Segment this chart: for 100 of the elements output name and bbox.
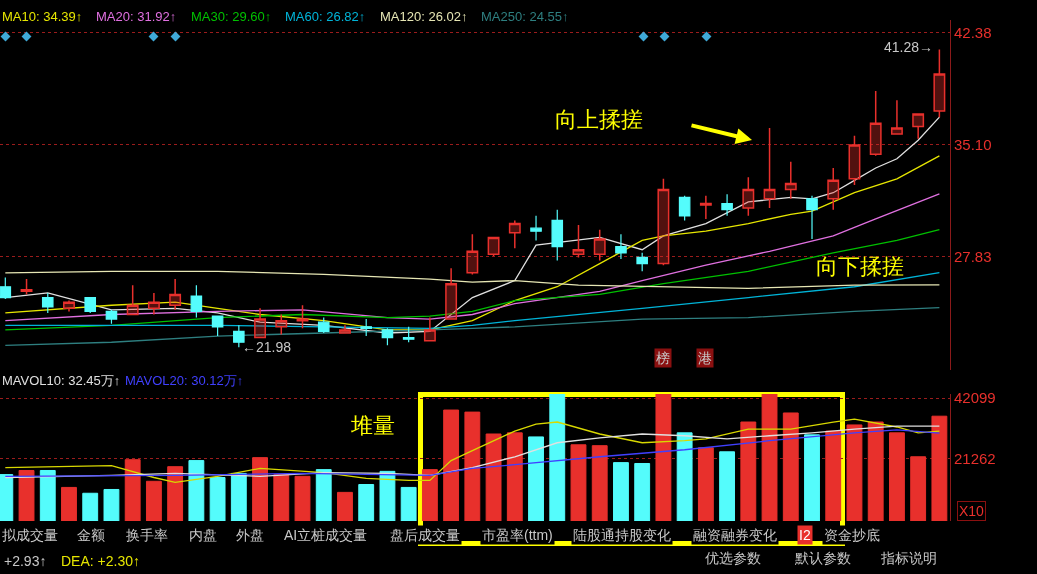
bar — [252, 457, 268, 521]
bar — [931, 415, 948, 521]
candlestick — [636, 252, 648, 272]
text: 内盘 — [189, 527, 217, 543]
candlestick — [423, 316, 436, 342]
bar — [188, 460, 205, 521]
text: 换手率 — [126, 527, 168, 543]
bar — [400, 486, 417, 521]
y-tick-label: 21262 — [954, 450, 996, 468]
candlestick — [233, 324, 245, 348]
text: MAVOL20: 30.12万↑ — [125, 373, 244, 388]
bar — [230, 472, 247, 521]
text: 金额 — [77, 527, 105, 543]
candlestick — [126, 284, 139, 316]
annotation: 港 — [698, 350, 712, 366]
bar — [167, 466, 184, 521]
candlestick — [466, 233, 479, 276]
y-tick-label: 35.10 — [954, 136, 992, 154]
text: 融资融券变化 — [693, 527, 777, 543]
bar — [825, 430, 842, 521]
text: MA250: 24.55↑ — [481, 9, 569, 24]
text: MA120: 26.02↑ — [380, 9, 468, 24]
bar — [61, 486, 77, 521]
annotation: 堆量 — [350, 413, 395, 438]
bar — [528, 436, 544, 521]
candlestick — [615, 233, 627, 260]
candlestick — [784, 161, 797, 200]
candlestick — [487, 236, 500, 257]
text: 优选参数 — [705, 550, 761, 566]
candlestick — [317, 316, 330, 334]
text: AI立桩成交量 — [284, 527, 368, 543]
y-tick-label: 42.38 — [954, 23, 992, 41]
y-tick-label: 27.83 — [954, 248, 992, 266]
candlestick — [445, 267, 458, 320]
bar — [39, 469, 56, 521]
bar — [613, 462, 629, 521]
bar — [719, 451, 736, 521]
bar — [209, 477, 226, 521]
bar — [485, 433, 502, 521]
text: MAVOL10: 32.45万↑ — [2, 373, 121, 388]
bar — [18, 469, 35, 521]
line-series — [4, 229, 941, 331]
annotation: ←21.98 — [242, 339, 292, 355]
candlestick — [0, 276, 12, 300]
candlestick — [254, 307, 267, 339]
text: 资金抄底 — [824, 527, 880, 543]
candlestick — [147, 292, 160, 316]
candlestick — [742, 176, 755, 217]
bar — [570, 444, 587, 521]
bar — [82, 492, 99, 521]
candlestick — [806, 195, 818, 240]
text: 指标说明 — [880, 550, 937, 566]
bar — [506, 432, 523, 521]
line-series — [4, 193, 941, 322]
candlestick — [402, 326, 415, 343]
candlestick — [105, 309, 118, 325]
candlestick — [360, 318, 372, 337]
text: MA60: 26.82↑ — [285, 9, 366, 24]
text: MA30: 29.60↑ — [191, 9, 272, 24]
candlestick — [678, 195, 691, 222]
candlestick — [63, 299, 75, 313]
bar — [549, 394, 566, 521]
text: 外盘 — [236, 527, 264, 543]
text: MA20: 31.92↑ — [96, 9, 177, 24]
candlestick — [890, 99, 903, 135]
line-series — [4, 155, 941, 331]
bar — [464, 411, 481, 521]
bar — [804, 434, 820, 521]
y-tick-label: 42099 — [954, 389, 996, 407]
candlestick — [657, 178, 670, 266]
bar — [655, 394, 672, 521]
bar — [591, 445, 608, 521]
text: 盘后成交量 — [390, 527, 460, 543]
candlestick — [551, 209, 564, 262]
candlestick — [41, 292, 54, 314]
annotation: 41.28→ — [884, 39, 934, 55]
candlestick — [933, 48, 946, 118]
bar — [782, 412, 799, 521]
annotation: 榜 — [656, 350, 670, 366]
text: MA10: 34.39↑ — [2, 9, 83, 24]
bar — [294, 475, 311, 521]
candlestick — [339, 324, 351, 334]
candlestick — [848, 134, 861, 186]
bar — [421, 469, 438, 521]
candlestick — [381, 327, 394, 346]
bar — [676, 432, 693, 521]
candlestick — [275, 313, 288, 336]
candlestick — [84, 296, 97, 314]
bar — [740, 421, 757, 521]
annotation: 向上揉搓 — [555, 107, 643, 132]
candlestick — [721, 193, 733, 217]
bar — [443, 409, 460, 521]
bar — [910, 456, 927, 521]
candlestick — [572, 224, 585, 259]
bar — [379, 470, 396, 521]
candlestick — [211, 315, 224, 337]
text: 市盈率(ttm) — [482, 527, 553, 543]
bar — [273, 474, 290, 521]
annotation: 向下揉搓 — [816, 254, 904, 279]
bar — [846, 424, 863, 521]
